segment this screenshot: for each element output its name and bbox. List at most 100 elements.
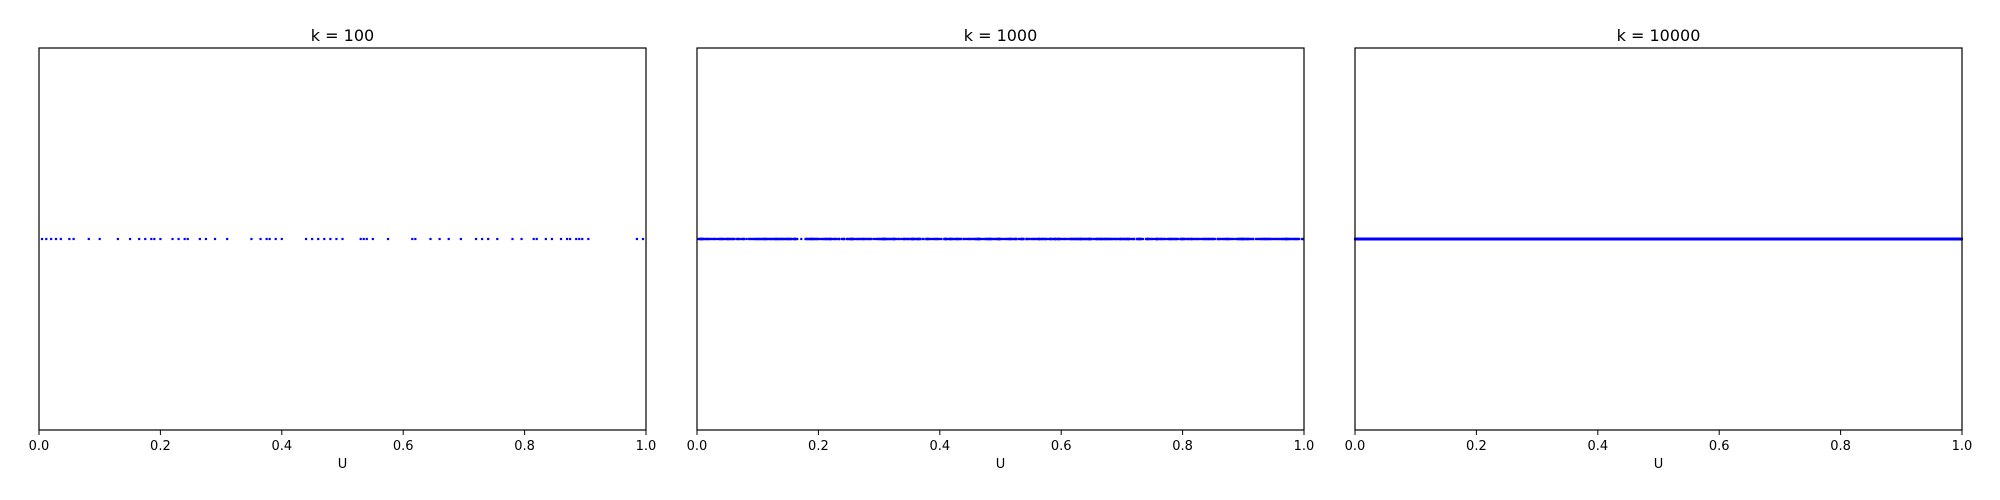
data-point [87, 237, 90, 241]
data-point [852, 237, 855, 241]
data-point [1139, 237, 1142, 241]
data-point [335, 237, 338, 241]
data-point [1219, 237, 1222, 241]
data-point [1092, 237, 1095, 241]
x-tick-label: 0.0 [29, 439, 50, 454]
data-point [1245, 237, 1248, 241]
data-point [745, 237, 748, 241]
data-point [1193, 237, 1196, 241]
data-point [831, 237, 835, 241]
data-point [709, 237, 713, 241]
data-point [153, 237, 156, 241]
data-point [950, 237, 953, 241]
data-point [1234, 237, 1237, 241]
data-point [889, 237, 892, 241]
data-point [1265, 237, 1268, 241]
data-point [777, 237, 780, 241]
data-point [259, 237, 262, 241]
data-point [1153, 237, 1156, 241]
data-point [386, 237, 390, 241]
data-point [997, 237, 1000, 241]
data-point [226, 237, 229, 241]
data-point [116, 237, 120, 241]
data-point [329, 237, 332, 241]
data-point [1133, 237, 1136, 241]
data-point [1278, 237, 1281, 241]
data-point [939, 237, 942, 241]
data-point [1217, 237, 1221, 241]
scatter-points [40, 237, 645, 241]
data-point [1098, 237, 1101, 241]
data-point [748, 237, 752, 241]
data-point [947, 237, 951, 241]
data-point [1221, 237, 1224, 241]
data-point [1196, 237, 1199, 241]
x-tick-label: 1.0 [636, 439, 657, 454]
data-point [1288, 237, 1291, 241]
data-point [755, 237, 758, 241]
data-point [1040, 237, 1043, 241]
data-point [1211, 237, 1215, 241]
data-point [992, 237, 996, 241]
data-point [1270, 237, 1273, 241]
data-point [1122, 237, 1125, 241]
data-point [1115, 237, 1118, 241]
data-point [1255, 237, 1258, 241]
data-point [1263, 237, 1266, 241]
data-point [927, 237, 930, 241]
data-point [1205, 237, 1209, 241]
data-point [721, 237, 724, 241]
data-point [1243, 237, 1247, 241]
data-point [878, 237, 881, 241]
data-point [1295, 237, 1299, 241]
data-point [578, 237, 581, 241]
data-point [979, 237, 982, 241]
subplot-k-1000: k = 1000 0.0 0.2 0.4 0.6 0.8 1.0 U [687, 26, 1315, 472]
data-point [54, 237, 58, 241]
data-point [743, 237, 746, 241]
data-point [1180, 237, 1183, 241]
data-point [1041, 237, 1044, 241]
x-tick-label: 0.8 [514, 439, 535, 454]
data-point [855, 237, 858, 241]
data-point [910, 237, 913, 241]
data-point [849, 237, 852, 241]
data-point [790, 237, 793, 241]
data-point [1227, 237, 1230, 241]
data-point [1174, 237, 1177, 241]
data-point [773, 237, 776, 241]
data-point [986, 237, 989, 241]
data-point [919, 237, 922, 241]
plot-frame [696, 47, 1305, 431]
data-point [775, 237, 778, 241]
data-point [575, 237, 578, 241]
data-point [1052, 237, 1056, 241]
data-point [1076, 237, 1079, 241]
data-point [72, 237, 75, 241]
x-axis-label: U [338, 457, 348, 472]
data-point [1189, 237, 1192, 241]
data-point [956, 237, 959, 241]
data-point [750, 237, 753, 241]
data-point [559, 237, 563, 241]
data-point [765, 237, 768, 241]
data-point [974, 237, 977, 241]
data-point [725, 237, 729, 241]
data-point [823, 237, 826, 241]
data-point [1285, 237, 1288, 241]
data-point [532, 237, 535, 241]
data-point [362, 237, 365, 241]
chart-title: k = 1000 [964, 26, 1038, 45]
data-point [944, 237, 947, 241]
x-tick-label: 0.2 [808, 439, 829, 454]
data-point [1240, 237, 1243, 241]
data-point [1012, 237, 1015, 241]
data-point [819, 237, 823, 241]
data-point [1173, 237, 1176, 241]
data-point [1157, 237, 1160, 241]
data-point [268, 237, 271, 241]
x-tick-label: 0.6 [393, 439, 414, 454]
data-point [1020, 237, 1023, 241]
data-point [698, 237, 701, 241]
data-point [732, 237, 735, 241]
